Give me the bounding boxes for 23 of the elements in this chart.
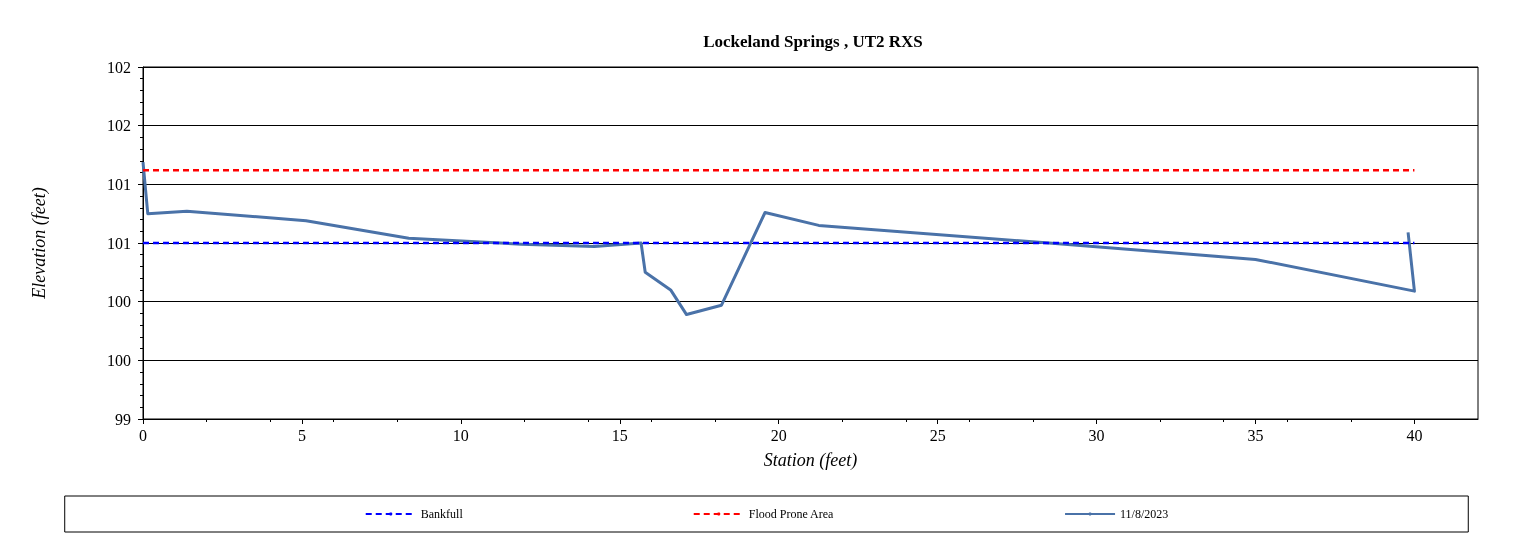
legend-label: 11/8/2023	[1120, 507, 1169, 521]
x-tick-label: 40	[1406, 426, 1423, 444]
chart-title: Lockeland Springs , UT2 RXS	[703, 32, 923, 51]
x-tick-label: 15	[611, 426, 628, 444]
x-tick-label: 25	[929, 426, 946, 444]
x-tick-label: 10	[452, 426, 469, 444]
y-tick-label: 100	[107, 293, 131, 311]
x-tick-label: 5	[297, 426, 306, 444]
x-tick-label: 0	[139, 426, 147, 444]
x-tick-label: 35	[1247, 426, 1264, 444]
y-tick-label: 100	[107, 351, 131, 369]
line-series	[141, 160, 1416, 317]
legend-label: Flood Prone Area	[748, 507, 835, 521]
y-tick-label: 99	[115, 410, 131, 428]
x-tick-label: 30	[1088, 426, 1105, 444]
y-tick-label: 102	[107, 58, 131, 76]
y-axis-title: Elevation (feet)	[29, 187, 50, 300]
y-tick-label: 102	[107, 117, 131, 135]
legend-label: Bankfull	[420, 507, 464, 521]
y-tick-label: 101	[107, 175, 131, 193]
x-tick-label: 20	[770, 426, 787, 444]
y-tick-label: 101	[107, 234, 131, 252]
x-axis-title: Station (feet)	[763, 450, 858, 471]
